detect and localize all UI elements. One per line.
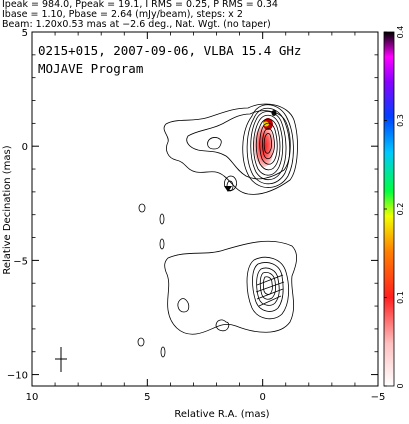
core-minor-blob: [224, 186, 232, 192]
map-header: Ipeak = 984.0, Ppeak = 19.1, I RMS = 0.2…: [0, 0, 409, 30]
header-line-peak: Ipeak = 984.0, Ppeak = 19.1, I RMS = 0.2…: [2, 0, 278, 10]
y-axis-ticks: 5 0 −5 −10: [7, 28, 378, 382]
core-contour-3: [250, 111, 287, 181]
x-tick-label: 0: [259, 392, 265, 403]
core-contour-4: [253, 114, 284, 176]
x-tick-label: 10: [26, 392, 39, 403]
panel-subtitle: MOJAVE Program: [38, 61, 143, 76]
lower-component-ring-2: [256, 267, 280, 306]
island-contour-1: [138, 203, 146, 213]
header-line-base: Ibase = 1.10, Pbase = 2.64 (mJy/beam), s…: [2, 9, 243, 20]
lower-component-tail-contour: [215, 319, 230, 332]
y-axis-title: Relative Decination (mas): [2, 145, 13, 274]
y-tick-label: −10: [7, 371, 28, 382]
core-contour-2: [246, 107, 291, 185]
header-line-beam: Beam: 1.20x0.53 mas at −2.6 deg., Nat. W…: [2, 19, 271, 30]
island-contour-4: [137, 337, 145, 347]
plot-frame: [31, 31, 379, 387]
colorbar-tick-label: 0.2: [396, 203, 405, 216]
colorbar-tick-label: 0.3: [396, 114, 405, 127]
x-tick-label: −5: [371, 392, 386, 403]
y-tick-label: 5: [22, 28, 28, 39]
y-tick-label: −5: [13, 256, 28, 267]
beam-marker: [55, 347, 67, 372]
x-axis-title: Relative R.A. (mas): [174, 409, 269, 420]
colorbar-tick-label: 0: [396, 383, 405, 388]
upper-jet-tail-contour: [224, 175, 237, 191]
upper-jet-outer-contour: [163, 103, 298, 195]
lower-component-mid-contour: [246, 256, 290, 320]
core-contour-8: [263, 132, 273, 154]
island-contour-2: [159, 213, 165, 225]
colorbar-tick-label: 0.1: [396, 291, 405, 304]
lower-component-ring-1: [252, 262, 284, 312]
source-emission: [137, 103, 298, 358]
core-contour-1: [242, 104, 294, 188]
colorbar-ticks: 0 0.1 0.2 0.3 0.4: [384, 26, 405, 389]
x-tick-label: 5: [144, 392, 150, 403]
upper-jet-small-contour: [207, 137, 222, 150]
panel-title: 0215+015, 2007-09-06, VLBA 15.4 GHz: [38, 43, 301, 58]
x-axis-ticks: 10 5 0 −5: [26, 32, 386, 403]
lower-component-outer-contour: [164, 240, 297, 335]
colorbar-tick-label: 0.4: [396, 26, 405, 39]
island-contour-3: [159, 238, 165, 250]
lower-component-east-lobe: [177, 298, 190, 313]
lower-component-hatch-1: [255, 274, 285, 307]
upper-jet-inner-contour: [186, 110, 291, 180]
lower-component-ring-3: [259, 272, 276, 300]
core-contour-7: [262, 128, 275, 160]
island-contour-5: [160, 346, 166, 358]
core-contour-6: [259, 122, 278, 165]
core-contour-5: [255, 118, 281, 171]
y-tick-label: 0: [22, 142, 28, 153]
